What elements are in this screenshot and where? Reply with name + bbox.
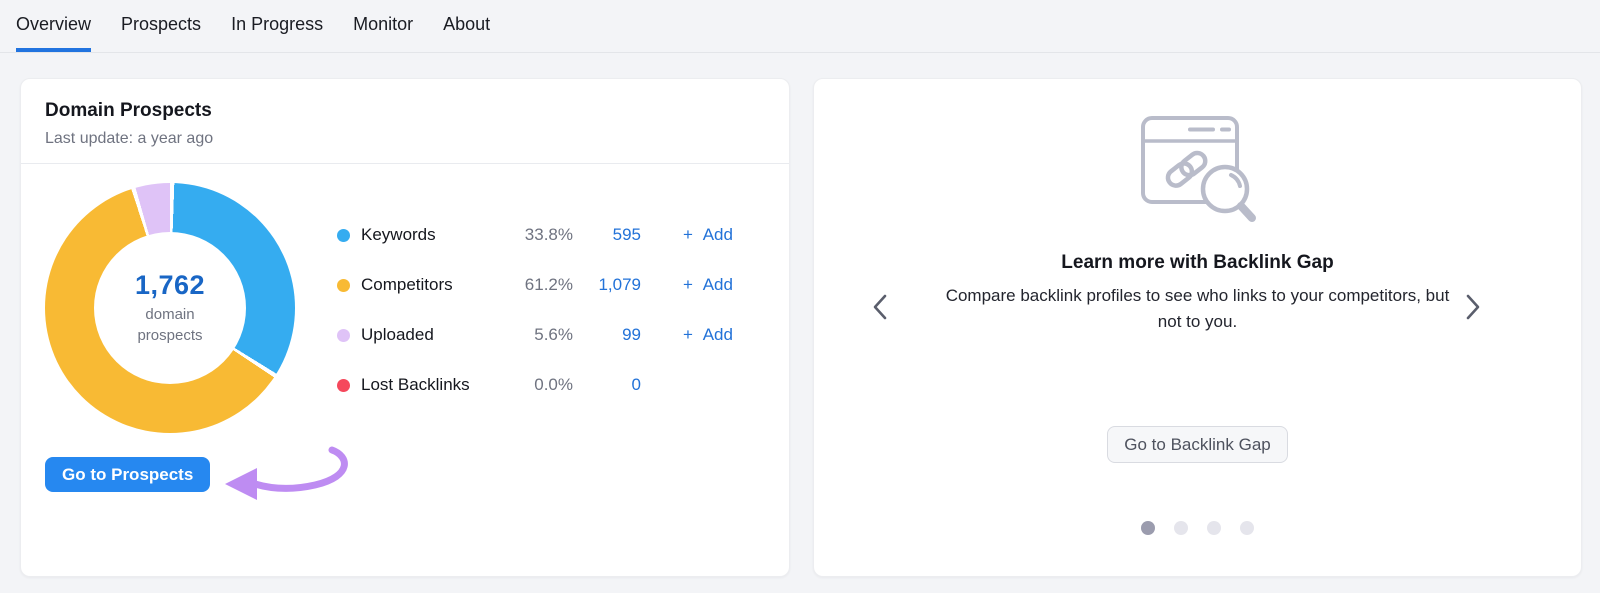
competitors-count-link[interactable]: 1,079 — [598, 275, 641, 294]
tab-in-progress[interactable]: In Progress — [231, 14, 324, 34]
go-to-backlink-gap-button[interactable]: Go to Backlink Gap — [1107, 426, 1288, 463]
card-title: Domain Prospects — [45, 100, 212, 121]
carousel-dot[interactable] — [1240, 521, 1254, 535]
carousel-slide: Learn more with Backlink Gap Compare bac… — [814, 79, 1581, 535]
go-to-prospects-button[interactable]: Go to Prospects — [45, 457, 211, 492]
carousel-dots — [1141, 521, 1254, 535]
carousel-dot[interactable] — [1207, 521, 1221, 535]
add-competitors-button[interactable]: + Add — [683, 275, 733, 294]
carousel-dot[interactable] — [1141, 521, 1155, 535]
legend-dot-lost-backlinks-icon — [337, 378, 350, 392]
legend-row-keywords: Keywords 33.8% 595 + Add — [337, 210, 765, 260]
tab-overview[interactable]: Overview — [16, 0, 92, 52]
backlink-gap-description: Compare backlink profiles to see who lin… — [945, 286, 1450, 331]
carousel-dot[interactable] — [1174, 521, 1188, 535]
add-uploaded-button[interactable]: + Add — [683, 325, 733, 344]
donut-legend: Keywords 33.8% 595 + Add Competitors 61.… — [311, 210, 765, 492]
backlink-gap-card: Learn more with Backlink Gap Compare bac… — [813, 78, 1582, 577]
last-update-text: Last update: a year ago — [45, 130, 214, 147]
tab-prospects[interactable]: Prospects — [121, 14, 202, 34]
carousel-next-button[interactable] — [1453, 287, 1493, 327]
carousel-prev-button[interactable] — [860, 287, 900, 327]
chevron-left-icon — [873, 294, 887, 320]
keywords-count-link[interactable]: 595 — [612, 225, 641, 244]
domain-prospects-donut-chart: 1,762 domain prospects — [45, 183, 295, 433]
legend-row-lost-backlinks: Lost Backlinks 0.0% 0 — [337, 360, 765, 410]
domain-prospects-card: Domain Prospects Last update: a year ago… — [20, 78, 790, 577]
backlink-gap-title: Learn more with Backlink Gap — [1061, 252, 1334, 273]
add-keywords-button[interactable]: + Add — [683, 225, 733, 244]
legend-dot-competitors-icon — [337, 278, 350, 292]
uploaded-count-link[interactable]: 99 — [622, 325, 641, 344]
donut-center: 1,762 domain prospects — [94, 232, 246, 384]
tab-monitor[interactable]: Monitor — [353, 14, 414, 34]
card-header: Domain Prospects Last update: a year ago — [21, 79, 789, 164]
legend-row-uploaded: Uploaded 5.6% 99 + Add — [337, 310, 765, 360]
lost-backlinks-count-link[interactable]: 0 — [631, 375, 641, 394]
legend-row-competitors: Competitors 61.2% 1,079 + Add — [337, 260, 765, 310]
chevron-right-icon — [1466, 294, 1480, 320]
donut-total-value: 1,762 — [134, 270, 206, 300]
donut-total-label: domain prospects — [137, 306, 203, 344]
tab-bar: Overview Prospects In Progress Monitor A… — [0, 0, 1600, 53]
backlink-gap-illustration-icon — [1140, 116, 1256, 222]
legend-dot-keywords-icon — [337, 228, 350, 242]
legend-dot-uploaded-icon — [337, 328, 350, 342]
tab-about[interactable]: About — [443, 14, 491, 34]
